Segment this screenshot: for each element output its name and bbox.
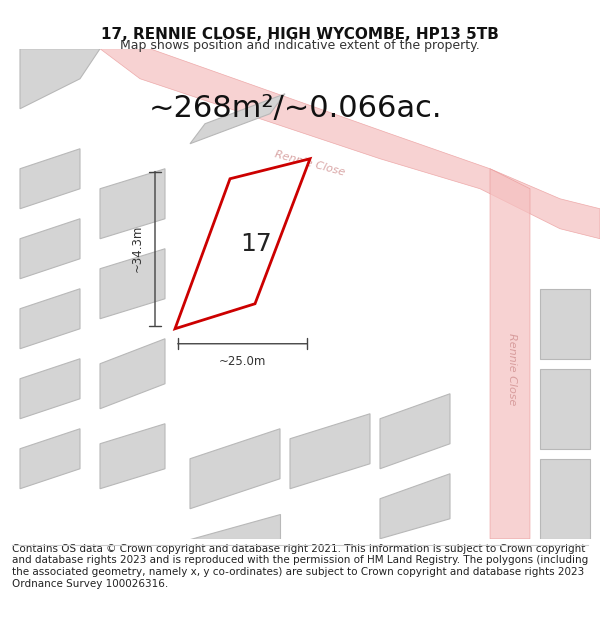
Text: ~34.3m: ~34.3m [131, 225, 143, 272]
Text: ~25.0m: ~25.0m [219, 355, 266, 368]
Polygon shape [100, 49, 600, 239]
Polygon shape [20, 289, 80, 349]
Polygon shape [190, 429, 280, 509]
Polygon shape [290, 414, 370, 489]
Polygon shape [100, 339, 165, 409]
Polygon shape [20, 429, 80, 489]
Polygon shape [175, 159, 310, 329]
Polygon shape [380, 394, 450, 469]
Polygon shape [490, 169, 530, 539]
Polygon shape [100, 424, 165, 489]
Polygon shape [540, 369, 590, 449]
Polygon shape [100, 169, 165, 239]
Polygon shape [20, 49, 100, 109]
Polygon shape [20, 149, 80, 209]
Text: ~268m²/~0.066ac.: ~268m²/~0.066ac. [148, 94, 442, 123]
Polygon shape [20, 359, 80, 419]
Text: 17: 17 [240, 232, 272, 256]
Polygon shape [380, 474, 450, 539]
Text: Rennie Close: Rennie Close [507, 332, 517, 405]
Polygon shape [190, 94, 285, 144]
Polygon shape [540, 459, 590, 539]
Text: Map shows position and indicative extent of the property.: Map shows position and indicative extent… [120, 39, 480, 52]
Polygon shape [20, 219, 80, 279]
Text: Contains OS data © Crown copyright and database right 2021. This information is : Contains OS data © Crown copyright and d… [12, 544, 588, 589]
Polygon shape [100, 249, 165, 319]
Polygon shape [540, 289, 590, 359]
Text: Rennie Close: Rennie Close [274, 149, 346, 178]
Text: 17, RENNIE CLOSE, HIGH WYCOMBE, HP13 5TB: 17, RENNIE CLOSE, HIGH WYCOMBE, HP13 5TB [101, 27, 499, 42]
Polygon shape [190, 514, 280, 539]
